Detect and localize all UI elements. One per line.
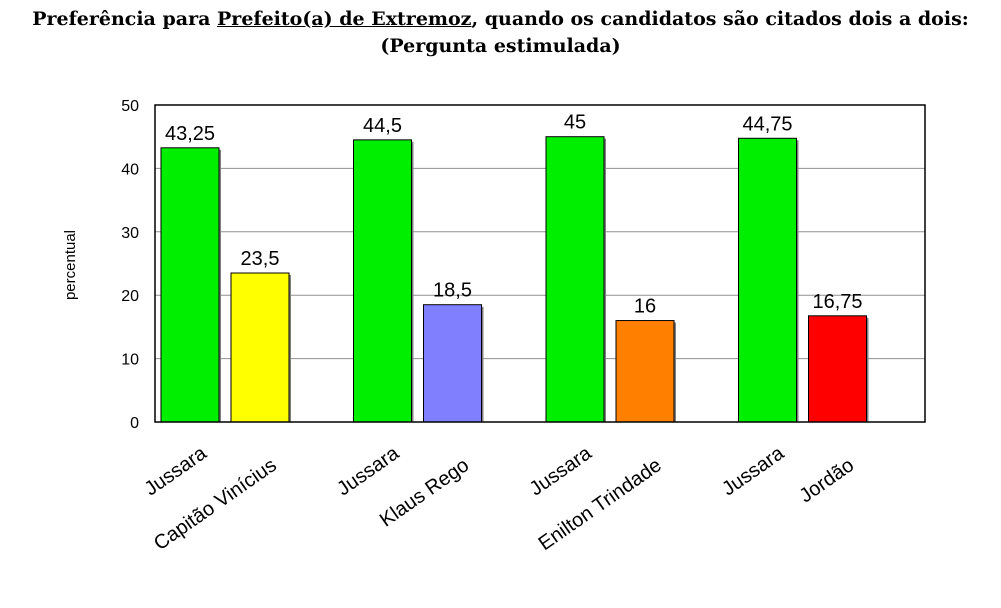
x-tick-label: Jussara	[718, 442, 789, 501]
bar	[738, 137, 797, 423]
y-tick-label: 40	[121, 161, 139, 178]
y-tick-label: 30	[121, 225, 139, 242]
title-part2: , quando os candidatos são citados dois …	[471, 8, 969, 30]
title-part1: Preferência para	[32, 8, 218, 30]
bar	[160, 147, 220, 423]
data-label: 45	[564, 112, 586, 134]
bar	[423, 304, 482, 423]
y-tick-label: 10	[121, 352, 139, 369]
data-label: 16	[634, 296, 656, 318]
bar	[353, 139, 412, 423]
y-tick-label: 20	[121, 288, 139, 305]
data-label: 16,75	[812, 291, 862, 313]
data-label: 43,25	[165, 123, 215, 145]
bar	[615, 320, 675, 423]
plot-frame	[154, 104, 926, 423]
data-label: 23,5	[241, 248, 280, 270]
bar	[545, 136, 605, 423]
x-tick-label: Jordão	[795, 454, 858, 507]
y-tick-label: 50	[121, 98, 139, 115]
x-tick-label: Jussara	[333, 442, 404, 501]
bar	[230, 272, 290, 423]
x-tick-label: Jussara	[526, 442, 597, 501]
data-label: 44,75	[742, 113, 792, 135]
y-axis-label: percentual	[62, 230, 79, 300]
chart-title-line2: (Pergunta estimulada)	[380, 35, 621, 57]
bar	[808, 315, 867, 423]
title-underlined: Prefeito(a) de Extremoz	[217, 8, 472, 30]
chart-title: Preferência para Prefeito(a) de Extremoz…	[0, 6, 1001, 60]
chart-title-line1: Preferência para Prefeito(a) de Extremoz…	[0, 6, 1001, 33]
data-label: 44,5	[363, 115, 402, 137]
y-tick-label: 0	[130, 415, 139, 432]
data-label: 18,5	[433, 280, 472, 302]
x-tick-label: Jussara	[141, 442, 212, 501]
